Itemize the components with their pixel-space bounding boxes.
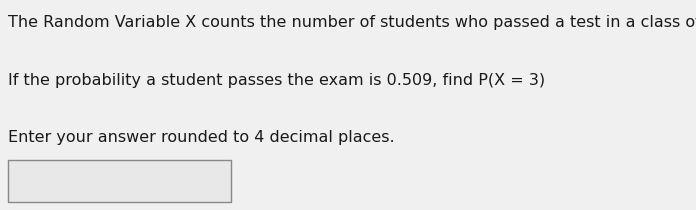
Text: Enter your answer rounded to 4 decimal places.: Enter your answer rounded to 4 decimal p…: [8, 130, 395, 145]
FancyBboxPatch shape: [8, 160, 231, 202]
Text: If the probability a student passes the exam is 0.509, find P(X = 3): If the probability a student passes the …: [8, 74, 546, 88]
Text: The Random Variable X counts the number of students who passed a test in a class: The Random Variable X counts the number …: [8, 15, 696, 30]
